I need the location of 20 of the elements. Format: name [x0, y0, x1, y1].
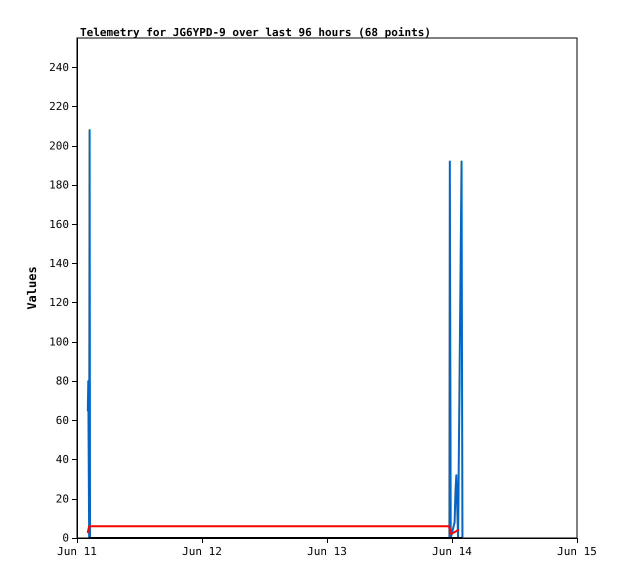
chart-title: Telemetry for JG6YPD-9 over last 96 hours (68 points) — [80, 26, 431, 39]
y-tick-label: 240 — [49, 60, 69, 74]
y-tick-label: 180 — [49, 178, 69, 192]
y-tick-label: 40 — [56, 453, 69, 466]
y-tick-label: 200 — [49, 139, 69, 152]
x-tick-label: Jun 14 — [432, 545, 472, 558]
y-tick-label: 0 — [62, 532, 69, 544]
y-tick-label: 100 — [49, 335, 69, 348]
y-tick-label: 20 — [56, 492, 69, 506]
y-axis-title: Values — [25, 266, 40, 310]
x-tick-label: Jun 13 — [307, 545, 347, 558]
x-tick-label: Jun 11 — [57, 545, 97, 558]
y-tick-label: 80 — [56, 374, 69, 388]
x-tick-label: Jun 15 — [557, 545, 597, 558]
y-tick-label: 120 — [49, 296, 69, 310]
y-tick-label: 60 — [56, 414, 69, 427]
y-tick-label: 140 — [49, 256, 69, 270]
y-tick-label: 220 — [49, 100, 69, 114]
x-tick-label: Jun 12 — [182, 545, 222, 558]
y-tick-label: 160 — [49, 218, 69, 231]
